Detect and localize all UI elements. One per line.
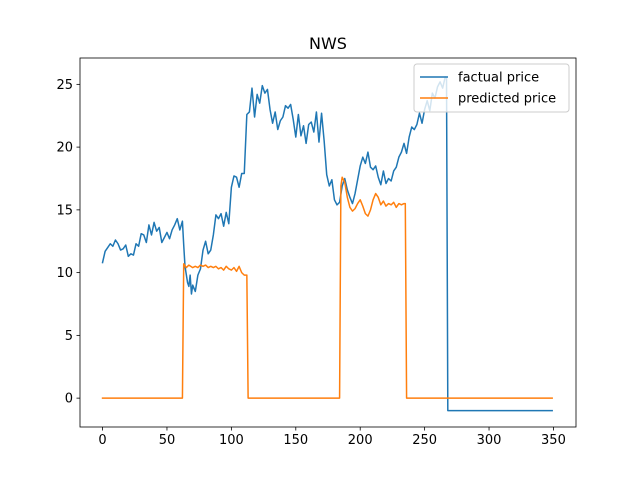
x-tick-label: 150 (283, 433, 308, 448)
y-tick-label: 0 (65, 392, 73, 407)
plot-area (101, 76, 553, 412)
x-tick-label: 350 (541, 433, 566, 448)
series-line-factual-price (101, 76, 553, 412)
legend-label: factual price (458, 71, 539, 86)
series-line-predicted-price (101, 176, 553, 399)
y-tick-label: 15 (56, 203, 73, 218)
axes-frame (79, 57, 577, 428)
x-tick-label: 250 (412, 433, 437, 448)
y-tick-label: 10 (56, 266, 73, 281)
x-tick-label: 100 (219, 433, 244, 448)
x-tick-label: 50 (159, 433, 176, 448)
x-tick-label: 200 (348, 433, 373, 448)
axes: 0 50 100 150 200 250 300 350 0 5 10 15 20 25 (56, 57, 577, 448)
y-tick-label: 25 (56, 78, 73, 93)
x-tick-label: 300 (477, 433, 502, 448)
chart-title: NWS (309, 34, 347, 53)
y-tick-label: 20 (56, 141, 73, 156)
x-tick-label: 0 (98, 433, 106, 448)
y-tick-label: 5 (65, 329, 73, 344)
legend-label: predicted price (458, 92, 556, 107)
legend-box (413, 63, 570, 113)
legend: factual price predicted price (413, 63, 570, 113)
